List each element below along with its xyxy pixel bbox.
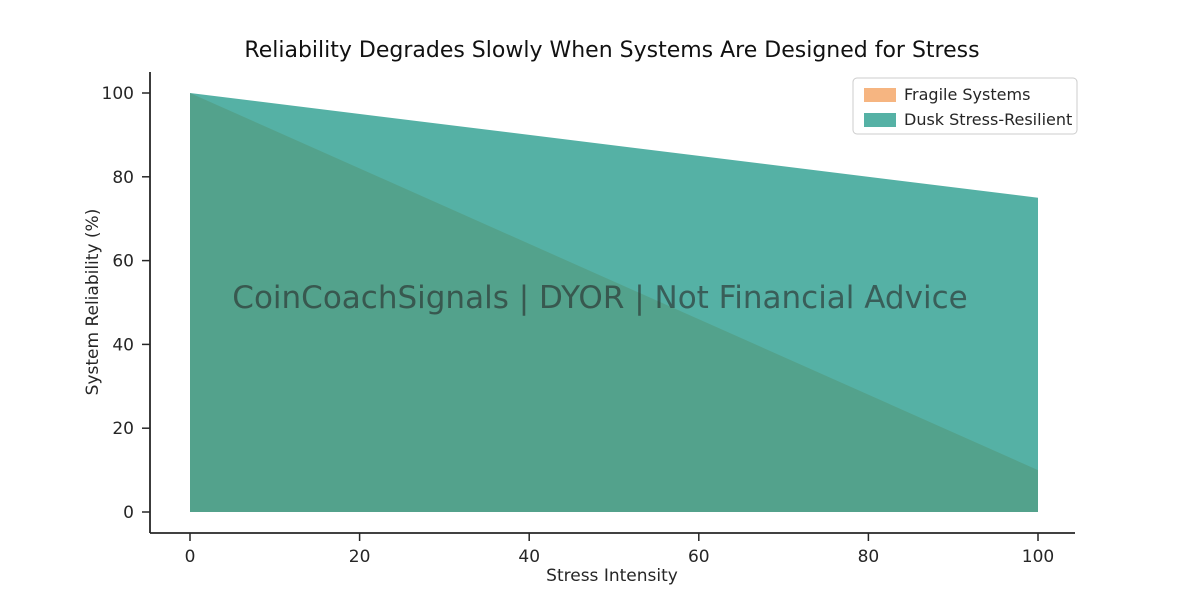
x-tick-label: 40	[518, 547, 540, 567]
y-tick-label: 20	[112, 419, 134, 439]
x-tick-label: 100	[1022, 547, 1054, 567]
legend-label-dusk-stress-resilient: Dusk Stress-Resilient	[904, 110, 1072, 129]
legend-label-fragile-systems: Fragile Systems	[904, 85, 1030, 104]
y-tick-label: 80	[112, 168, 134, 188]
x-axis-label: Stress Intensity	[546, 566, 678, 586]
y-tick-label: 60	[112, 252, 134, 272]
x-tick-label: 80	[858, 547, 880, 567]
x-tick-label: 0	[185, 547, 196, 567]
x-axis-ticks: 0 20 40 60 80 100	[185, 533, 1054, 567]
x-tick-label: 60	[688, 547, 710, 567]
y-tick-label: 40	[112, 335, 134, 355]
axes-spines	[149, 72, 1075, 534]
legend: Fragile Systems Dusk Stress-Resilient	[852, 77, 1078, 135]
x-tick-label: 20	[349, 547, 371, 567]
legend-swatch-fragile-systems	[864, 88, 896, 102]
y-axis-ticks: 0 20 40 60 80 100	[102, 84, 150, 523]
watermark-text: CoinCoachSignals | DYOR | Not Financial …	[232, 280, 967, 316]
area-series-dusk-stress-resilient	[190, 93, 1038, 512]
area-series-group	[190, 93, 1038, 512]
legend-swatch-dusk-stress-resilient	[864, 113, 896, 127]
chart-title: Reliability Degrades Slowly When Systems…	[244, 38, 979, 63]
y-axis-label: System Reliability (%)	[83, 209, 103, 396]
y-tick-label: 0	[123, 503, 134, 523]
legend-box	[852, 77, 1078, 135]
y-tick-label: 100	[102, 84, 134, 104]
